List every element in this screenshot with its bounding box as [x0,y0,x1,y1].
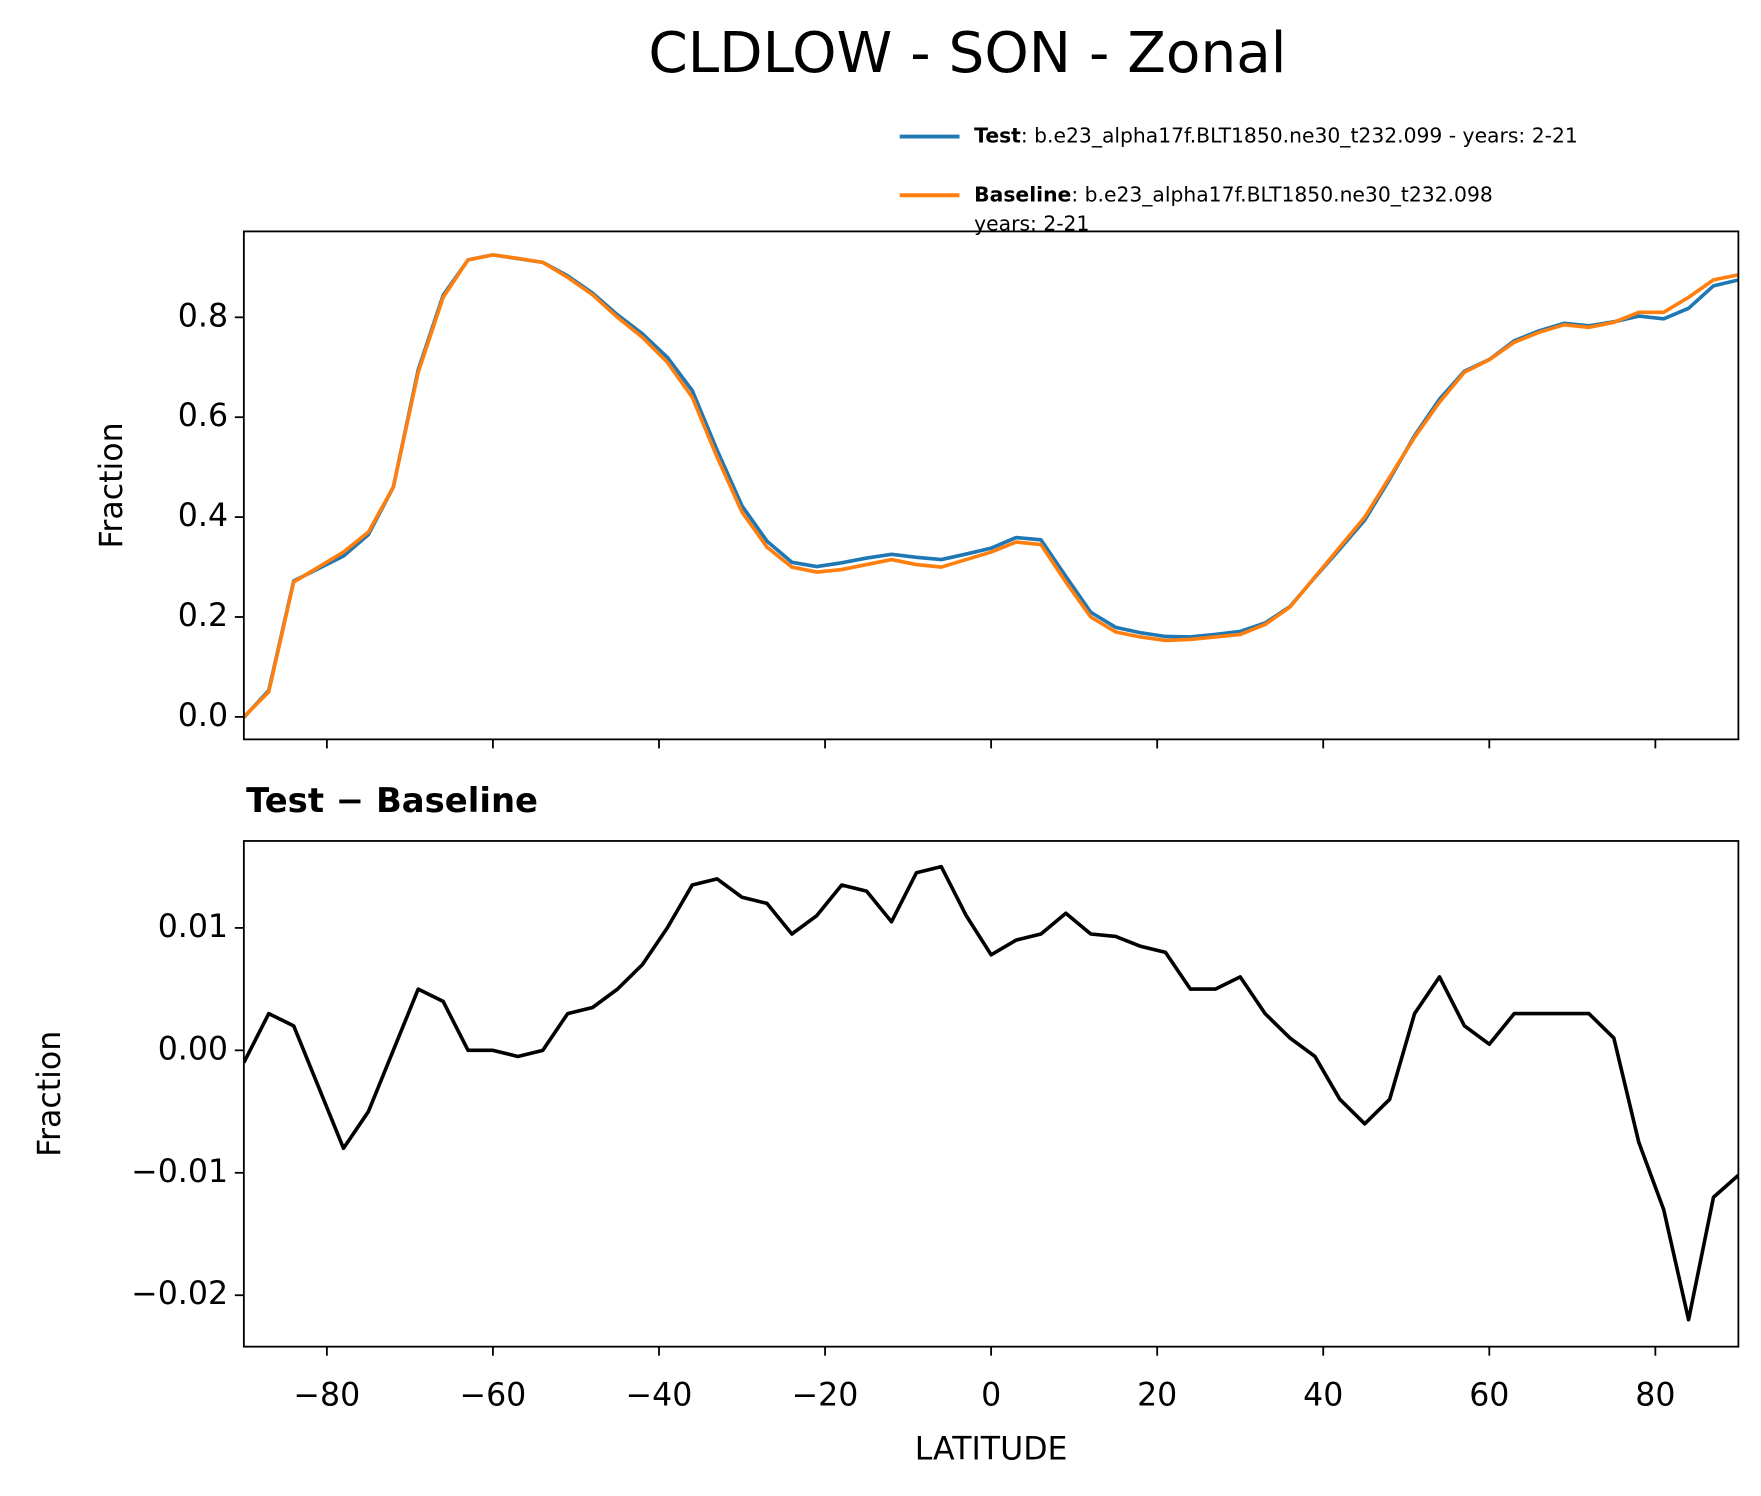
legend-description: : b.e23_alpha17f.BLT1850.ne30_t232.098 [1071,182,1492,207]
x-tick-label: −40 [626,1377,693,1413]
x-tick-label: 40 [1303,1377,1343,1413]
legend-name: Test [974,124,1021,148]
y-tick-label: 0.2 [178,598,228,634]
legend-text: years: 2-21 [974,212,1089,236]
y-tick-label: 0.0 [178,698,228,734]
y-tick-label: 0.4 [178,498,228,534]
y-tick-label: 0.6 [178,398,228,434]
y-tick-label: 0.00 [158,1031,228,1067]
x-tick-label: 20 [1137,1377,1177,1413]
legend-description: : b.e23_alpha17f.BLT1850.ne30_t232.099 -… [1021,124,1578,149]
y-tick-label: 0.8 [178,298,228,334]
figure-title: CLDLOW - SON - Zonal [648,21,1286,86]
x-tick-label: −20 [792,1377,859,1413]
axes-frame [242,840,1740,1348]
x-tick-label: 80 [1635,1377,1675,1413]
legend-text: Test: b.e23_alpha17f.BLT1850.ne30_t232.0… [974,124,1578,149]
subplot-title: Test − Baseline [246,781,538,820]
legend-text: Baseline: b.e23_alpha17f.BLT1850.ne30_t2… [974,182,1493,207]
y-axis-label: Fraction [32,1031,68,1157]
y-tick-label: −0.01 [131,1154,228,1190]
legend-description: years: 2-21 [974,212,1089,236]
data-line [243,864,1739,1322]
axes-frame [242,230,1740,741]
x-tick-label: −80 [294,1377,361,1413]
x-axis-label: LATITUDE [915,1432,1068,1468]
data-line [243,253,1739,719]
y-tick-label: 0.01 [158,909,228,945]
legend-name: Baseline [974,182,1071,206]
plot-area [243,864,1739,1322]
plot-area [243,253,1739,719]
x-tick-label: 0 [981,1377,1001,1413]
y-axis-label: Fraction [94,422,130,548]
x-tick-label: 60 [1469,1377,1509,1413]
y-tick-label: −0.02 [131,1276,228,1312]
x-tick-label: −60 [460,1377,527,1413]
